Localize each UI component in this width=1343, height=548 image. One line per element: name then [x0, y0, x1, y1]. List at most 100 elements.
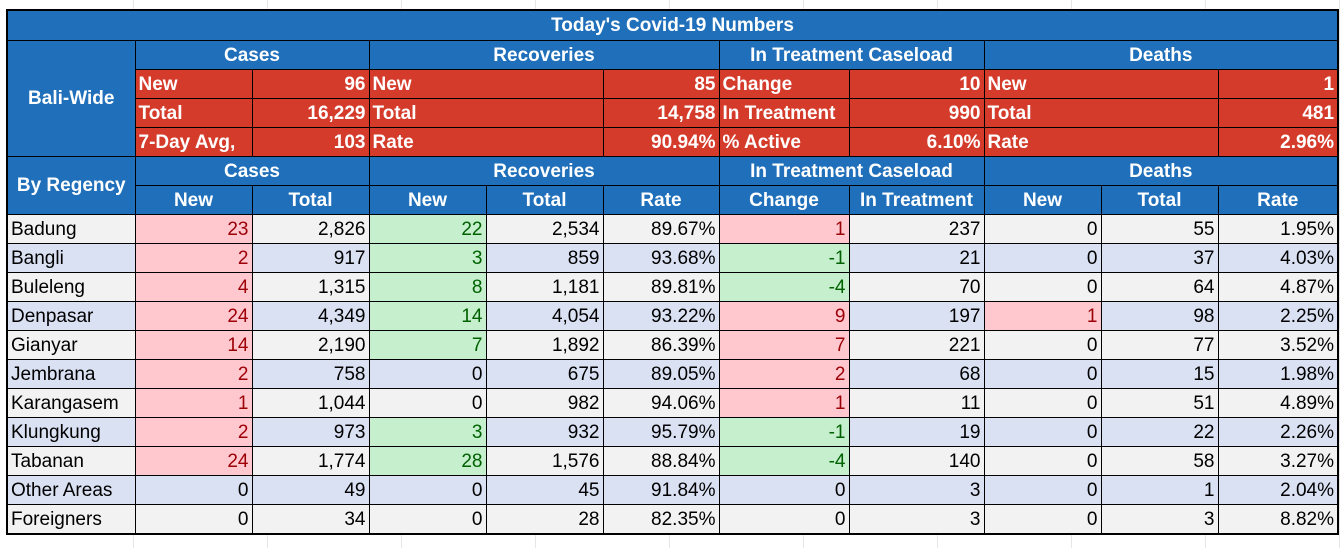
data-cell[interactable]: 0 [983, 417, 1102, 447]
data-cell[interactable]: 982 [485, 388, 604, 418]
bw-value-cell[interactable]: 2.96% [1217, 127, 1339, 157]
data-cell[interactable]: 93.22% [602, 301, 720, 331]
bw-label-cell[interactable]: New [983, 69, 1219, 99]
column-header[interactable]: In Treatment [848, 185, 985, 215]
data-cell[interactable]: 0 [368, 504, 487, 535]
data-cell[interactable]: 1 [983, 301, 1102, 331]
data-cell[interactable]: 24 [134, 301, 253, 331]
bw-value-cell[interactable]: 10 [848, 69, 985, 99]
data-cell[interactable]: 859 [485, 243, 604, 273]
data-cell[interactable]: 917 [251, 243, 370, 273]
bw-label-cell[interactable]: Total [983, 98, 1219, 128]
regency-header-recoveries[interactable]: Recoveries [368, 156, 720, 186]
data-cell[interactable]: 11 [848, 388, 985, 418]
regency-name-cell[interactable]: Other Areas [6, 475, 136, 505]
bw-value-cell[interactable]: 90.94% [602, 127, 720, 157]
bw-value-cell[interactable]: 481 [1217, 98, 1339, 128]
data-cell[interactable]: 1,315 [251, 272, 370, 302]
column-header[interactable]: New [134, 185, 253, 215]
column-header[interactable]: Rate [1217, 185, 1339, 215]
data-cell[interactable]: 89.81% [602, 272, 720, 302]
regency-header-deaths[interactable]: Deaths [983, 156, 1339, 186]
data-cell[interactable]: 1 [1100, 475, 1219, 505]
data-cell[interactable]: 58 [1100, 446, 1219, 476]
bw-label-cell[interactable]: New [134, 69, 253, 99]
data-cell[interactable]: 21 [848, 243, 985, 273]
bw-label-cell[interactable]: % Active [718, 127, 850, 157]
data-cell[interactable]: 1,576 [485, 446, 604, 476]
data-cell[interactable]: 2,826 [251, 214, 370, 244]
data-cell[interactable]: 1,181 [485, 272, 604, 302]
data-cell[interactable]: 1.95% [1217, 214, 1339, 244]
data-cell[interactable]: 3.27% [1217, 446, 1339, 476]
data-cell[interactable]: 68 [848, 359, 985, 389]
data-cell[interactable]: 0 [368, 359, 487, 389]
data-cell[interactable]: 49 [251, 475, 370, 505]
data-cell[interactable]: 0 [983, 243, 1102, 273]
data-cell[interactable]: 91.84% [602, 475, 720, 505]
data-cell[interactable]: 0 [134, 475, 253, 505]
data-cell[interactable]: 93.68% [602, 243, 720, 273]
data-cell[interactable]: 221 [848, 330, 985, 360]
data-cell[interactable]: 9 [718, 301, 850, 331]
data-cell[interactable]: 0 [368, 388, 487, 418]
data-cell[interactable]: 22 [1100, 417, 1219, 447]
data-cell[interactable]: 4 [134, 272, 253, 302]
data-cell[interactable]: 0 [983, 388, 1102, 418]
bw-value-cell[interactable]: 990 [848, 98, 985, 128]
table-title[interactable]: Today's Covid-19 Numbers [6, 9, 1339, 41]
data-cell[interactable]: 4.87% [1217, 272, 1339, 302]
data-cell[interactable]: 237 [848, 214, 985, 244]
column-header[interactable]: Total [485, 185, 604, 215]
data-cell[interactable]: 22 [368, 214, 487, 244]
regency-name-cell[interactable]: Foreigners [6, 504, 136, 535]
regency-header-treatment[interactable]: In Treatment Caseload [718, 156, 985, 186]
data-cell[interactable]: 7 [718, 330, 850, 360]
data-cell[interactable]: 3 [368, 417, 487, 447]
data-cell[interactable]: 0 [368, 475, 487, 505]
data-cell[interactable]: -1 [718, 243, 850, 273]
bw-label-cell[interactable]: In Treatment [718, 98, 850, 128]
data-cell[interactable]: -1 [718, 417, 850, 447]
data-cell[interactable]: 0 [983, 446, 1102, 476]
regency-name-cell[interactable]: Buleleng [6, 272, 136, 302]
column-header[interactable]: New [368, 185, 487, 215]
data-cell[interactable]: 3 [848, 475, 985, 505]
data-cell[interactable]: 4,349 [251, 301, 370, 331]
data-cell[interactable]: 0 [983, 272, 1102, 302]
bw-value-cell[interactable]: 14,758 [602, 98, 720, 128]
data-cell[interactable]: 4,054 [485, 301, 604, 331]
data-cell[interactable]: 973 [251, 417, 370, 447]
data-cell[interactable]: 2.26% [1217, 417, 1339, 447]
data-cell[interactable]: 1 [718, 214, 850, 244]
data-cell[interactable]: 0 [983, 214, 1102, 244]
regency-name-cell[interactable]: Gianyar [6, 330, 136, 360]
data-cell[interactable]: 2,534 [485, 214, 604, 244]
data-cell[interactable]: 28 [368, 446, 487, 476]
data-cell[interactable]: 3 [1100, 504, 1219, 535]
bw-value-cell[interactable]: 6.10% [848, 127, 985, 157]
data-cell[interactable]: 64 [1100, 272, 1219, 302]
data-cell[interactable]: 34 [251, 504, 370, 535]
data-cell[interactable]: 2.04% [1217, 475, 1339, 505]
data-cell[interactable]: 95.79% [602, 417, 720, 447]
regency-name-cell[interactable]: Jembrana [6, 359, 136, 389]
data-cell[interactable]: 4.89% [1217, 388, 1339, 418]
data-cell[interactable]: 70 [848, 272, 985, 302]
bw-header-cases[interactable]: Cases [134, 40, 370, 70]
data-cell[interactable]: 3.52% [1217, 330, 1339, 360]
data-cell[interactable]: 1,892 [485, 330, 604, 360]
bw-header-deaths[interactable]: Deaths [983, 40, 1339, 70]
data-cell[interactable]: 94.06% [602, 388, 720, 418]
data-cell[interactable]: 0 [983, 475, 1102, 505]
data-cell[interactable]: 14 [134, 330, 253, 360]
regency-name-cell[interactable]: Denpasar [6, 301, 136, 331]
data-cell[interactable]: 0 [718, 504, 850, 535]
data-cell[interactable]: 1.98% [1217, 359, 1339, 389]
data-cell[interactable]: 1 [718, 388, 850, 418]
data-cell[interactable]: 3 [368, 243, 487, 273]
data-cell[interactable]: 45 [485, 475, 604, 505]
data-cell[interactable]: 0 [983, 330, 1102, 360]
data-cell[interactable]: -4 [718, 272, 850, 302]
